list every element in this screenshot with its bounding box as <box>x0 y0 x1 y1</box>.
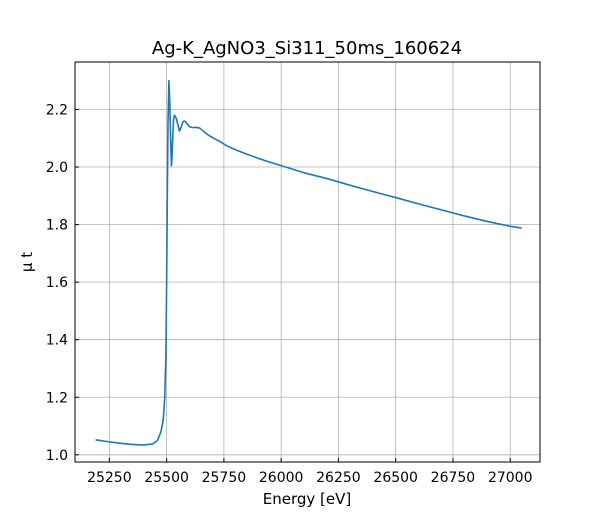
x-tick-label: 26500 <box>373 470 418 486</box>
y-tick-label: 2.2 <box>46 102 68 118</box>
x-tick-label: 26250 <box>316 470 361 486</box>
y-tick-label: 1.0 <box>46 448 68 464</box>
x-tick-label: 25500 <box>144 470 189 486</box>
x-tick-label: 25750 <box>202 470 247 486</box>
axis-ticks: 25250 25500 25750 26000 26250 26500 26750 27000… <box>46 102 533 486</box>
y-tick-label: 2.0 <box>46 160 68 176</box>
y-tick-label: 1.6 <box>46 275 68 291</box>
x-tick-label: 26000 <box>259 470 304 486</box>
series-line <box>95 79 522 446</box>
plot-area <box>95 79 522 446</box>
y-axis-label: μ t <box>18 252 36 272</box>
x-tick-label: 27000 <box>488 470 533 486</box>
x-tick-label: 26750 <box>431 470 476 486</box>
x-tick-label: 25250 <box>87 470 132 486</box>
y-tick-label: 1.8 <box>46 218 68 234</box>
y-tick-label: 1.4 <box>46 333 68 349</box>
plot-frame <box>74 61 541 463</box>
grid-lines <box>75 62 540 462</box>
x-axis-label: Energy [eV] <box>263 490 351 508</box>
y-tick-label: 1.2 <box>46 390 68 406</box>
chart-title: Ag-K_AgNO3_Si311_50ms_160624 <box>152 38 462 59</box>
